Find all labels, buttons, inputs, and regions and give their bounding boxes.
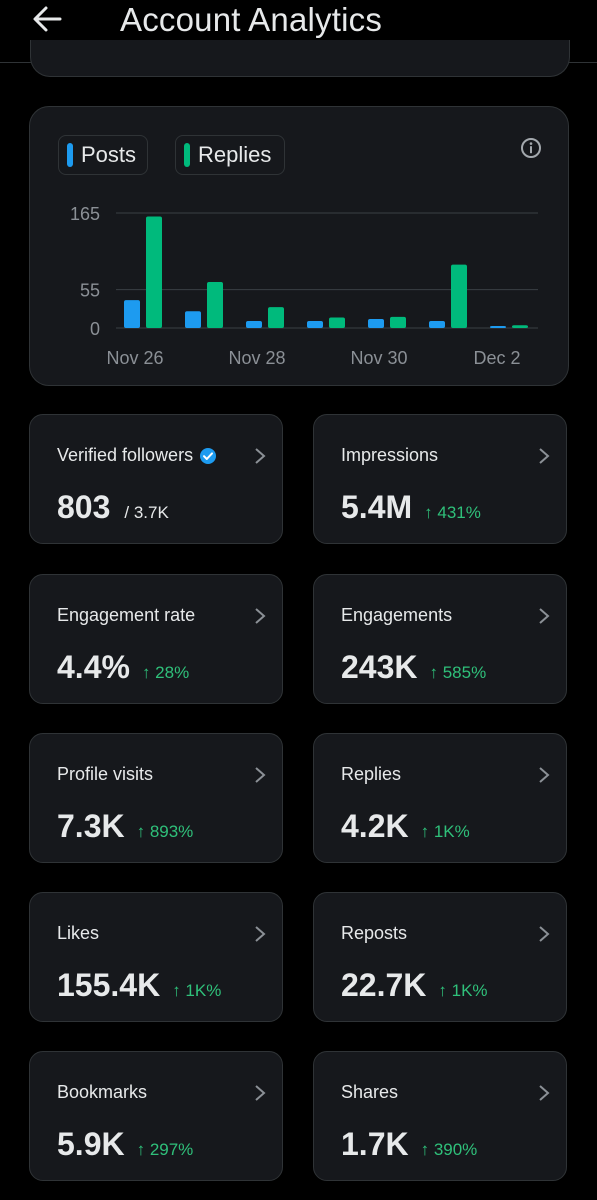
verified-followers-label: Verified followers: [57, 445, 194, 465]
likes-value-row: 155.4K ↑ 1K%: [57, 967, 221, 1004]
engagements-value: 243K: [341, 649, 418, 685]
engagements-label: Engagements: [341, 605, 453, 625]
chevron-right-icon: [539, 926, 550, 942]
shares-label: Shares: [341, 1082, 399, 1102]
posts-bar: [307, 321, 323, 328]
y-tick-label: 0: [90, 319, 100, 339]
chevron-right-icon: [539, 448, 550, 464]
legend-posts[interactable]: Posts: [58, 135, 148, 175]
chevron-right-icon: [255, 448, 266, 464]
reposts-value-row: 22.7K ↑ 1K%: [341, 967, 488, 1004]
chevron-right-icon: [539, 767, 550, 783]
verified-followers-total: / 3.7K: [124, 503, 169, 522]
replies-value-row: 4.2K ↑ 1K%: [341, 808, 470, 845]
replies-value: 4.2K: [341, 808, 409, 844]
bar-chart: 0 55 165 Nov 26 Nov 28 Nov 30 Dec 2: [70, 204, 538, 368]
info-icon[interactable]: [520, 137, 542, 159]
engagement-rate-value-row: 4.4% ↑ 28%: [57, 649, 189, 686]
replies-bar: [329, 317, 345, 328]
card-impressions[interactable]: Impressions 5.4M ↑ 431%: [313, 414, 567, 544]
reposts-delta: ↑ 1K%: [438, 981, 488, 1000]
verified-badge-icon: [200, 447, 217, 464]
impressions-label: Impressions: [341, 445, 439, 465]
bookmarks-delta: ↑ 297%: [136, 1140, 194, 1159]
legend-replies[interactable]: Replies: [175, 135, 285, 175]
replies-delta: ↑ 1K%: [420, 822, 470, 841]
x-tick-label: Nov 28: [228, 348, 285, 368]
card-profile-visits[interactable]: Profile visits 7.3K ↑ 893%: [29, 733, 283, 863]
engagement-rate-value: 4.4%: [57, 649, 130, 685]
replies-bar: [390, 316, 406, 328]
chevron-right-icon: [539, 1085, 550, 1101]
card-engagements[interactable]: Engagements 243K ↑ 585%: [313, 574, 567, 704]
card-verified-followers[interactable]: Verified followers 803 / 3.7K: [29, 414, 283, 544]
profile-visits-value: 7.3K: [57, 808, 125, 844]
shares-value: 1.7K: [341, 1126, 409, 1162]
chevron-right-icon: [539, 608, 550, 624]
engagements-delta: ↑ 585%: [429, 663, 487, 682]
card-likes[interactable]: Likes 155.4K ↑ 1K%: [29, 892, 283, 1022]
posts-bar: [490, 326, 506, 328]
bookmarks-label: Bookmarks: [57, 1082, 148, 1102]
legend-posts-label: Posts: [81, 142, 137, 167]
replies-bar: [268, 307, 284, 328]
x-tick-label: Nov 26: [106, 348, 163, 368]
verified-followers-label-row: Verified followers: [57, 445, 217, 466]
profile-visits-label: Profile visits: [57, 764, 154, 784]
engagement-rate-label: Engagement rate: [57, 605, 196, 625]
posts-bar: [368, 318, 384, 328]
likes-value: 155.4K: [57, 967, 161, 1003]
legend-replies-label: Replies: [198, 142, 272, 167]
card-reposts[interactable]: Reposts 22.7K ↑ 1K%: [313, 892, 567, 1022]
shares-value-row: 1.7K ↑ 390%: [341, 1126, 477, 1163]
y-tick-label: 165: [70, 204, 100, 224]
impressions-delta: ↑ 431%: [424, 503, 481, 522]
card-replies[interactable]: Replies 4.2K ↑ 1K%: [313, 733, 567, 863]
shares-delta: ↑ 390%: [420, 1140, 478, 1159]
replies-label: Replies: [341, 764, 402, 784]
verified-followers-value-row: 803 / 3.7K: [57, 489, 169, 526]
likes-label: Likes: [57, 923, 100, 943]
impressions-value-row: 5.4M ↑ 431%: [341, 489, 481, 526]
bookmarks-value: 5.9K: [57, 1126, 125, 1162]
card-engagement-rate[interactable]: Engagement rate 4.4% ↑ 28%: [29, 574, 283, 704]
posts-bar: [246, 321, 262, 328]
posts-bar: [185, 311, 201, 328]
page-title: Account Analytics: [120, 1, 383, 38]
back-arrow-icon[interactable]: [30, 4, 64, 34]
activity-chart-card: Posts Replies 0 55 165 Nov 26 Nov 28 Nov 30 De…: [29, 106, 569, 386]
impressions-value: 5.4M: [341, 489, 413, 525]
replies-bar: [451, 264, 467, 328]
card-shares[interactable]: Shares 1.7K ↑ 390%: [313, 1051, 567, 1181]
engagement-rate-delta: ↑ 28%: [141, 663, 190, 682]
bookmarks-value-row: 5.9K ↑ 297%: [57, 1126, 193, 1163]
replies-swatch: [184, 143, 190, 167]
chevron-right-icon: [255, 767, 266, 783]
chevron-right-icon: [255, 1085, 266, 1101]
x-tick-label: Nov 30: [350, 348, 407, 368]
posts-bar: [124, 300, 140, 328]
profile-visits-delta: ↑ 893%: [136, 822, 194, 841]
card-bookmarks[interactable]: Bookmarks 5.9K ↑ 297%: [29, 1051, 283, 1181]
likes-delta: ↑ 1K%: [172, 981, 222, 1000]
x-tick-label: Dec 2: [473, 348, 520, 368]
chevron-right-icon: [255, 608, 266, 624]
profile-visits-value-row: 7.3K ↑ 893%: [57, 808, 193, 845]
replies-bar: [207, 282, 223, 328]
engagements-value-row: 243K ↑ 585%: [341, 649, 486, 686]
previous-card-edge: [30, 40, 570, 77]
chevron-right-icon: [255, 926, 266, 942]
y-tick-label: 55: [80, 281, 100, 301]
posts-bar: [429, 321, 445, 328]
replies-bar: [512, 325, 528, 328]
verified-followers-value: 803: [57, 489, 111, 525]
reposts-value: 22.7K: [341, 967, 427, 1003]
replies-bar: [146, 216, 162, 328]
posts-swatch: [67, 143, 73, 167]
reposts-label: Reposts: [341, 923, 408, 943]
